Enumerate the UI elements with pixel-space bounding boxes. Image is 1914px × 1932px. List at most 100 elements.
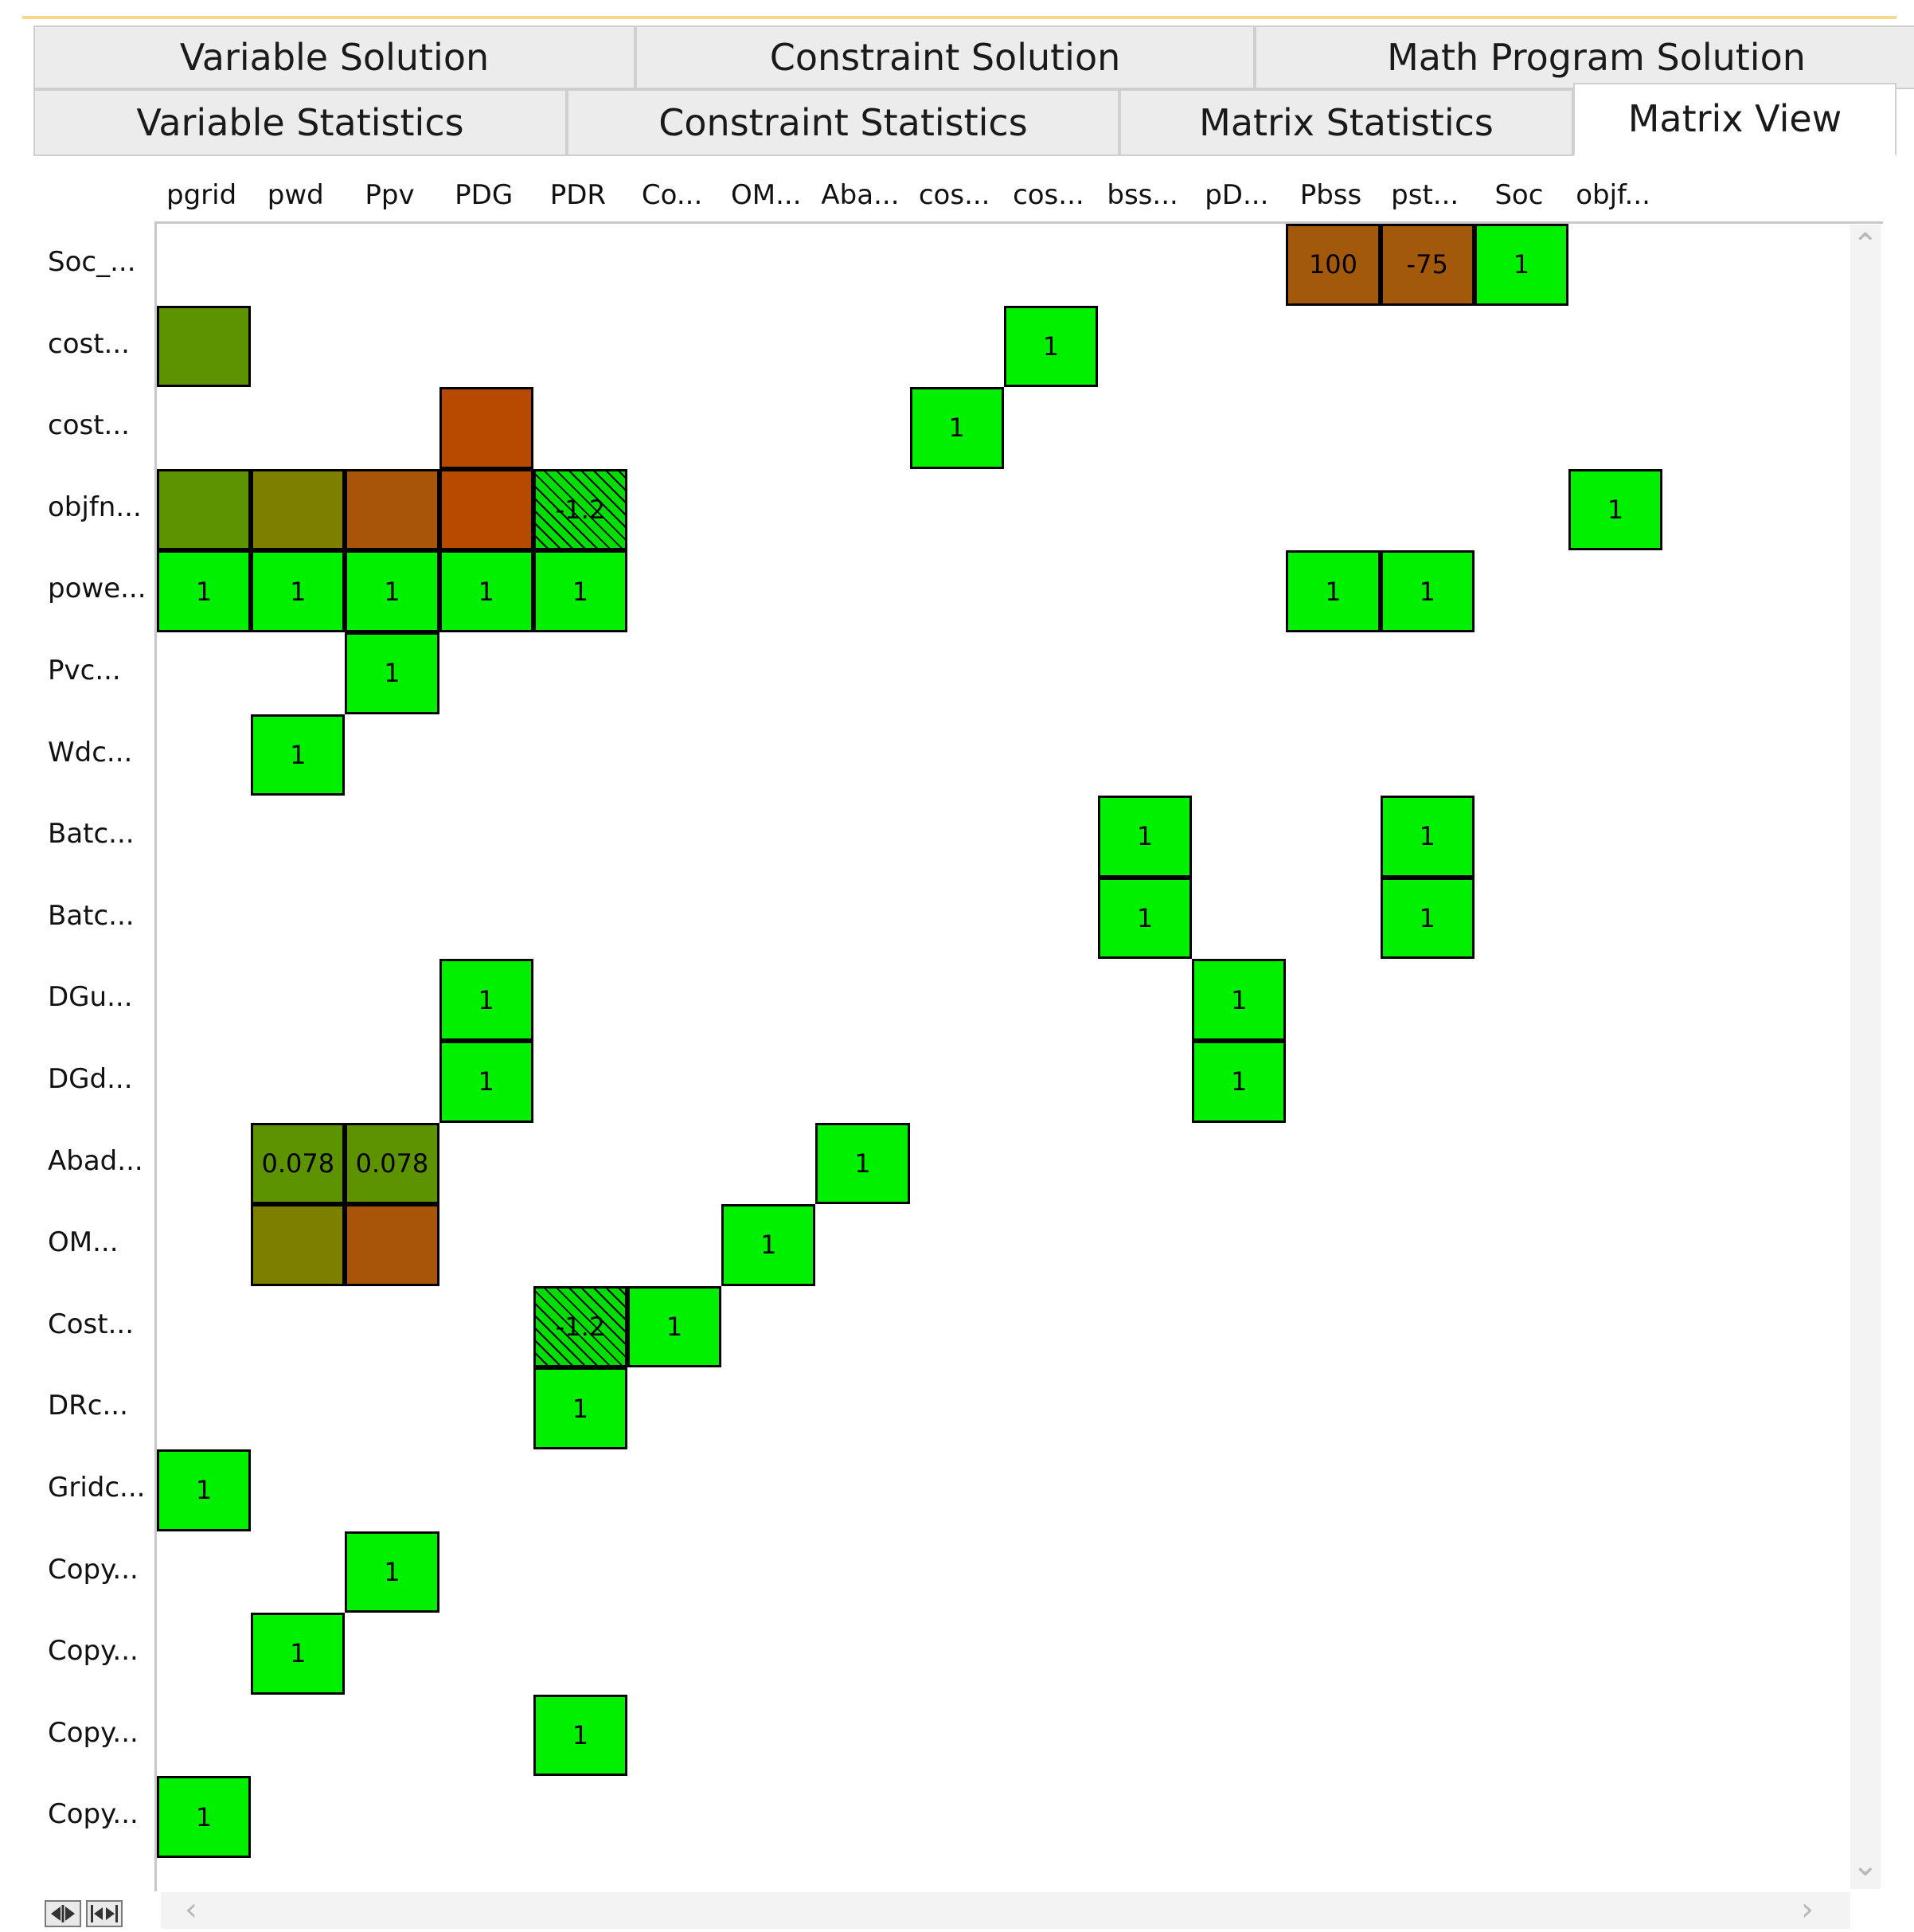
column-header[interactable]: Soc <box>1494 179 1544 211</box>
matrix-cell[interactable] <box>345 1204 439 1286</box>
column-header[interactable]: Co... <box>641 179 703 211</box>
row-header[interactable]: powe... <box>48 573 146 605</box>
fit-columns-button[interactable] <box>45 1900 81 1927</box>
matrix-cell[interactable]: 1 <box>627 1285 722 1368</box>
tab-constraint-solution[interactable]: Constraint Solution <box>635 25 1255 89</box>
chevron-right-icon[interactable]: › <box>1801 1891 1814 1928</box>
matrix-cell[interactable]: 0.078 <box>345 1122 439 1205</box>
matrix-cell[interactable]: 1 <box>1286 550 1381 632</box>
matrix-cell[interactable] <box>345 468 439 551</box>
matrix-cell[interactable]: 1 <box>345 632 439 714</box>
matrix-cell[interactable]: 1 <box>1098 796 1193 878</box>
matrix-cell[interactable] <box>439 468 533 551</box>
column-header[interactable]: PDG <box>455 179 514 211</box>
column-header[interactable]: PDR <box>549 179 607 211</box>
matrix-grid[interactable]: 100 -75 1 1 1 -1.2 1 1 1 1 1 1 1 1 1 1 1 1 1 1 1 1 1 1 0.078 0.07… <box>154 221 1883 1891</box>
matrix-cell[interactable]: 1 <box>345 550 439 632</box>
chevron-left-icon[interactable]: ‹ <box>185 1891 197 1928</box>
column-header[interactable]: pwd <box>267 179 324 211</box>
row-header[interactable]: Gridc... <box>48 1472 146 1504</box>
chevron-down-icon[interactable]: ⌄ <box>1852 1847 1879 1883</box>
row-header[interactable]: DGu... <box>48 981 133 1014</box>
row-header[interactable]: Wdc... <box>48 736 133 768</box>
column-header[interactable]: OM... <box>731 179 802 211</box>
tab-variable-statistics[interactable]: Variable Statistics <box>33 89 567 156</box>
matrix-view-panel: Variable Solution Constraint Solution Ma… <box>22 19 1914 1932</box>
chevron-up-icon[interactable]: ⌃ <box>1852 227 1879 264</box>
matrix-cell[interactable]: 1 <box>1192 959 1287 1041</box>
matrix-cell[interactable]: 1 <box>157 1449 252 1531</box>
row-header[interactable]: DGd... <box>48 1063 133 1095</box>
row-header[interactable]: Batc... <box>48 818 135 851</box>
column-header[interactable]: Pbss <box>1299 179 1362 211</box>
column-header[interactable]: Ppv <box>365 179 415 211</box>
matrix-cell[interactable]: 1 <box>533 1694 627 1777</box>
row-header[interactable]: Soc_... <box>48 246 136 278</box>
matrix-cell[interactable]: 1 <box>251 714 346 796</box>
column-header[interactable]: bss... <box>1107 179 1178 211</box>
row-header[interactable]: objfn... <box>48 491 142 523</box>
matrix-cell[interactable]: 1 <box>533 550 627 632</box>
tab-variable-solution[interactable]: Variable Solution <box>33 25 635 89</box>
matrix-cell[interactable]: -1.2 <box>533 1285 627 1368</box>
matrix-cell[interactable]: 1 <box>439 550 533 632</box>
matrix-cell[interactable]: 0.078 <box>251 1122 346 1205</box>
matrix-cell[interactable] <box>157 305 252 388</box>
matrix-cell[interactable]: 1 <box>251 1613 346 1695</box>
row-header[interactable]: Abad... <box>48 1144 143 1177</box>
matrix-cell[interactable]: 1 <box>251 550 346 632</box>
matrix-cell[interactable]: 1 <box>1003 305 1098 388</box>
tab-matrix-statistics[interactable]: Matrix Statistics <box>1119 89 1573 156</box>
matrix-cell[interactable]: 1 <box>439 1041 533 1123</box>
row-header[interactable]: Cost... <box>48 1308 135 1340</box>
tab-math-program-solution[interactable]: Math Program Solution <box>1255 25 1914 89</box>
row-header[interactable]: Batc... <box>48 899 135 932</box>
column-header[interactable]: pgrid <box>166 179 237 211</box>
column-header[interactable]: Aba... <box>821 179 900 211</box>
matrix-cell[interactable]: 1 <box>909 387 1004 469</box>
matrix-cell[interactable]: 1 <box>1380 550 1475 632</box>
matrix-cell[interactable]: 1 <box>1098 877 1193 960</box>
matrix-cell[interactable] <box>251 1204 346 1286</box>
matrix-cell[interactable]: 1 <box>157 550 252 632</box>
matrix-cell[interactable]: 1 <box>1192 1041 1287 1123</box>
matrix-cell[interactable]: 1 <box>439 959 533 1041</box>
fit-all-icon <box>91 1905 118 1922</box>
column-header[interactable]: objf... <box>1576 179 1650 211</box>
matrix-cell[interactable]: 1 <box>1380 796 1475 878</box>
row-header[interactable]: Copy... <box>48 1635 139 1668</box>
matrix-cell[interactable]: 1 <box>1474 224 1568 306</box>
column-header[interactable]: pst... <box>1391 179 1459 211</box>
tab-matrix-view[interactable]: Matrix View <box>1573 83 1896 156</box>
window-top-border <box>22 16 1896 19</box>
row-header[interactable]: DRc... <box>48 1390 128 1422</box>
matrix-cell[interactable]: 1 <box>157 1776 252 1858</box>
column-header[interactable]: cos... <box>918 179 990 211</box>
matrix-cell[interactable] <box>251 468 346 551</box>
row-header[interactable]: cost... <box>48 409 130 442</box>
row-header[interactable]: Copy... <box>48 1553 139 1586</box>
row-header[interactable]: OM... <box>48 1226 119 1259</box>
horizontal-scrollbar[interactable]: ‹ › <box>161 1892 1850 1929</box>
matrix-cell[interactable]: 1 <box>1568 468 1663 551</box>
row-header[interactable]: cost... <box>48 327 130 360</box>
matrix-cell[interactable]: 1 <box>721 1204 816 1286</box>
matrix-cell[interactable]: 1 <box>1380 877 1475 960</box>
matrix-cell[interactable]: 1 <box>815 1122 910 1205</box>
matrix-cell[interactable] <box>439 387 533 469</box>
vertical-scrollbar[interactable]: ⌃ ⌄ <box>1850 225 1881 1889</box>
matrix-cell[interactable]: -75 <box>1380 224 1475 306</box>
matrix-cell[interactable]: 1 <box>533 1367 627 1449</box>
tab-constraint-statistics[interactable]: Constraint Statistics <box>567 89 1119 156</box>
matrix-cell[interactable]: 100 <box>1286 224 1381 306</box>
fit-all-button[interactable] <box>86 1900 123 1927</box>
row-header[interactable]: Copy... <box>48 1798 139 1831</box>
column-header[interactable]: pD... <box>1205 179 1269 211</box>
matrix-cell[interactable]: 1 <box>345 1531 439 1613</box>
column-header[interactable]: cos... <box>1013 179 1084 211</box>
matrix-cell[interactable] <box>157 468 252 551</box>
row-header[interactable]: Copy... <box>48 1716 139 1749</box>
matrix-cell[interactable]: -1.2 <box>533 468 627 551</box>
row-header[interactable]: Pvc... <box>48 655 121 686</box>
matrix-view-content: pgrid pwd Ppv PDG PDR Co... OM... Aba... cos... c… <box>22 156 1896 1932</box>
